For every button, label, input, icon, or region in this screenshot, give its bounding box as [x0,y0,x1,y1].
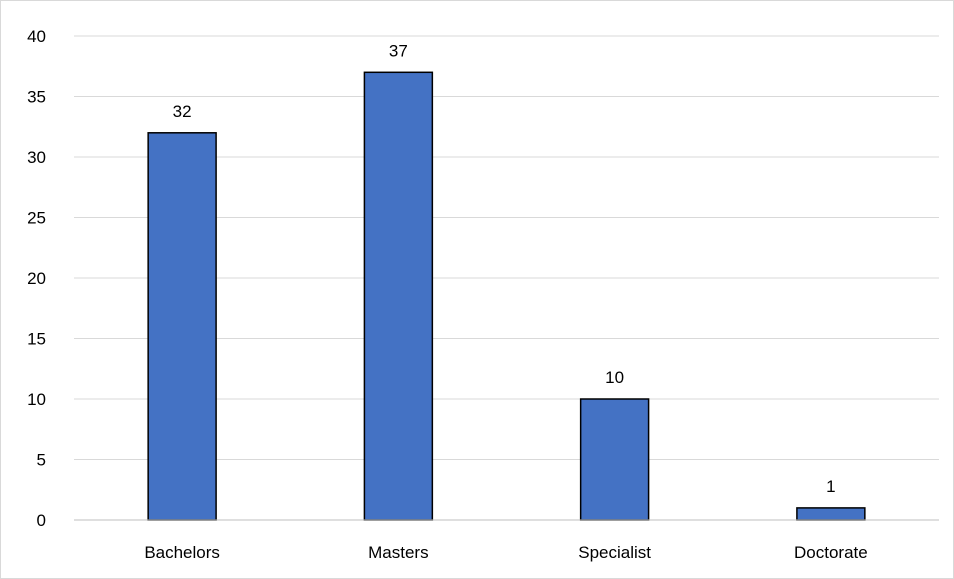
data-label-specialist: 10 [605,368,624,387]
x-tick-label-bachelors: Bachelors [144,543,220,562]
bars [147,71,866,521]
x-tick-label-doctorate: Doctorate [794,543,868,562]
y-tick-label: 40 [27,27,46,46]
y-tick-label: 35 [27,88,46,107]
x-tick-label-masters: Masters [368,543,428,562]
bar-specialist [579,398,650,521]
bar-bachelors [147,132,217,521]
y-tick-label: 10 [27,390,46,409]
y-tick-label: 15 [27,330,46,349]
y-tick-label: 25 [27,209,46,228]
x-axis-tick-labels: Bachelors Masters Specialist Doctorate [144,543,867,562]
y-tick-label: 0 [37,511,46,530]
y-tick-label: 20 [27,269,46,288]
y-tick-label: 5 [37,451,46,470]
data-label-bachelors: 32 [173,102,192,121]
data-label-masters: 37 [389,41,408,60]
data-labels: 32 37 10 1 [173,41,836,496]
bar-masters [363,71,434,521]
x-tick-label-specialist: Specialist [578,543,651,562]
y-axis-tick-labels: 0 5 10 15 20 25 30 35 40 [27,27,46,530]
bar-doctorate [796,507,866,521]
gridlines [74,35,939,460]
y-tick-label: 30 [27,148,46,167]
data-label-doctorate: 1 [826,477,835,496]
